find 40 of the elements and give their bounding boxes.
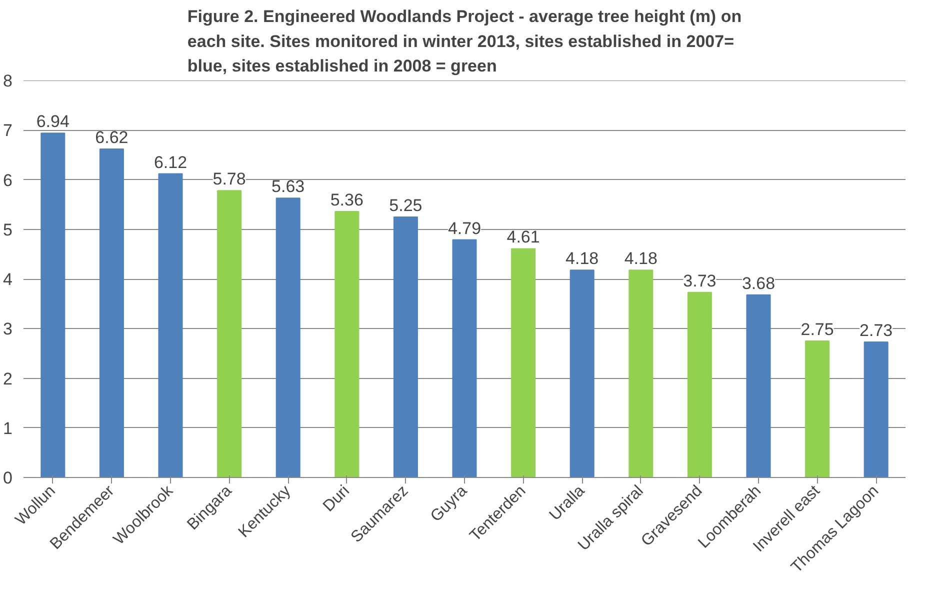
bar <box>158 173 183 478</box>
y-tick-label: 1 <box>3 418 13 438</box>
bar <box>334 211 360 478</box>
data-label: 6.94 <box>36 112 70 132</box>
data-label: 6.12 <box>154 152 188 172</box>
bar <box>276 198 300 478</box>
data-label: 3.68 <box>742 274 776 293</box>
y-tick-label: 5 <box>3 220 13 240</box>
data-label: 4.61 <box>506 228 540 247</box>
data-label: 6.62 <box>95 128 128 147</box>
data-label: 5.78 <box>212 170 246 189</box>
data-label: 4.79 <box>448 218 482 238</box>
bar <box>217 190 242 478</box>
chart-title: Figure 2. Engineered Woodlands Project - average tree height (m) on each site. Sites monitored in winter 2013, sites established in 2007= blue, sites established in 2008 = green <box>187 7 742 76</box>
y-tick-label: 7 <box>3 121 13 140</box>
y-tick-label: 8 <box>3 72 13 90</box>
data-label: 5.25 <box>389 196 422 215</box>
data-label: 2.75 <box>800 320 834 340</box>
bar <box>687 292 712 478</box>
bar <box>393 216 418 478</box>
data-label: 4.18 <box>566 249 599 268</box>
y-tick-label: 3 <box>3 320 13 339</box>
bar <box>40 132 66 478</box>
y-tick-label: 4 <box>3 270 13 289</box>
bar <box>628 270 654 478</box>
y-tick-label: 0 <box>3 468 13 488</box>
data-label: 5.63 <box>272 177 305 196</box>
data-label: 5.36 <box>330 190 364 210</box>
bar <box>864 342 888 478</box>
data-label: 2.73 <box>860 321 893 340</box>
bar <box>805 340 830 478</box>
bar <box>452 239 477 478</box>
bar <box>99 148 124 478</box>
data-label: 4.18 <box>624 249 658 268</box>
bar <box>570 270 594 478</box>
bar <box>746 294 771 478</box>
data-label: 3.73 <box>683 271 716 290</box>
y-tick-label: 6 <box>3 170 13 190</box>
bar <box>511 248 536 478</box>
y-tick-label: 2 <box>3 369 13 388</box>
